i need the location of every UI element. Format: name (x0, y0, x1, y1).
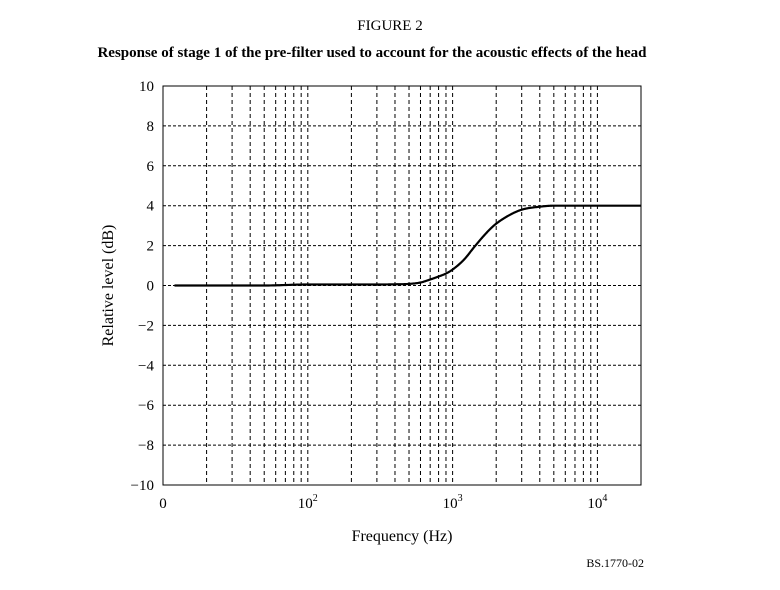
y-tick-label: −8 (138, 438, 154, 454)
y-tick-label: 0 (147, 279, 155, 295)
x-tick-label: 103 (443, 493, 463, 512)
figure-label: FIGURE 2 (357, 18, 423, 34)
x-tick-labels: 0 102 103 104 (159, 493, 607, 512)
document-reference: BS.1770-02 (586, 556, 644, 570)
x-tick-label: 0 (159, 496, 167, 512)
y-tick-label: 10 (139, 79, 154, 95)
x-axis-label: Frequency (Hz) (352, 528, 453, 545)
chart-title: Response of stage 1 of the pre-filter us… (97, 45, 647, 61)
x-tick-label: 104 (587, 493, 607, 512)
y-tick-label: −6 (138, 398, 154, 414)
plot-frame (162, 85, 642, 486)
y-tick-label: −10 (131, 478, 154, 494)
x-tick-label: 102 (298, 493, 318, 512)
y-tick-label: 8 (147, 119, 155, 135)
y-tick-label: 6 (147, 159, 155, 175)
y-tick-labels: 10 8 6 4 2 0 −2 −4 −6 −8 −10 (131, 79, 155, 494)
y-tick-label: −2 (138, 318, 154, 334)
series-layer (174, 204, 641, 287)
series-line (174, 204, 641, 287)
y-tick-label: 4 (147, 199, 155, 215)
y-tick-label: 2 (147, 239, 155, 255)
y-tick-label: −4 (138, 358, 154, 374)
y-axis-label: Relative level (dB) (100, 225, 117, 347)
